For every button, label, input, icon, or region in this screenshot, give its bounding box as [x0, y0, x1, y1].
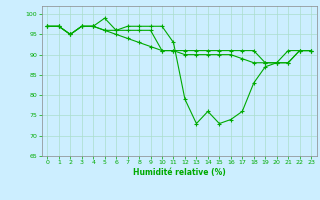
- X-axis label: Humidité relative (%): Humidité relative (%): [133, 168, 226, 177]
